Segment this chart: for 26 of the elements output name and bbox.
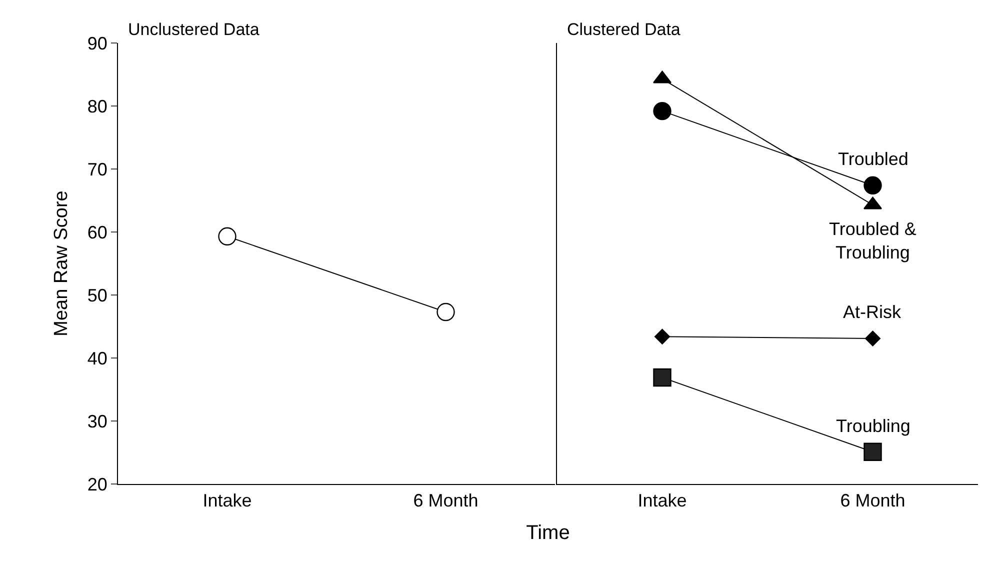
y-tick-label: 50 [87, 285, 108, 306]
y-tick-label: 40 [87, 348, 108, 368]
y-tick-label: 70 [87, 159, 108, 180]
series-label: At-Risk [843, 302, 902, 322]
chart-title: Unclustered Data [128, 20, 260, 39]
x-tick-label: 6 Month [413, 490, 478, 511]
point [653, 368, 672, 387]
x-tick-label: Intake [638, 490, 687, 511]
y-tick-label: 20 [87, 474, 108, 494]
y-tick-label: 80 [87, 96, 108, 116]
point [653, 102, 672, 120]
series-label: Troubled [838, 149, 908, 169]
point [865, 330, 880, 346]
x-tick-label: Intake [202, 490, 252, 511]
x-tick-label: 6 Month [840, 490, 906, 511]
y-tick-label: 90 [87, 33, 108, 54]
chart-title: Clustered Data [567, 20, 681, 39]
point [864, 442, 882, 461]
y-tick-label: 60 [87, 222, 108, 242]
series-label: Troubled & Troubling [829, 219, 916, 262]
x-axis-title: Time [525, 522, 571, 545]
y-axis-title: Mean Raw Score [51, 190, 72, 336]
point [654, 328, 670, 344]
series-label: Troubling [836, 416, 910, 436]
y-tick-label: 30 [87, 411, 108, 432]
point [864, 176, 882, 194]
